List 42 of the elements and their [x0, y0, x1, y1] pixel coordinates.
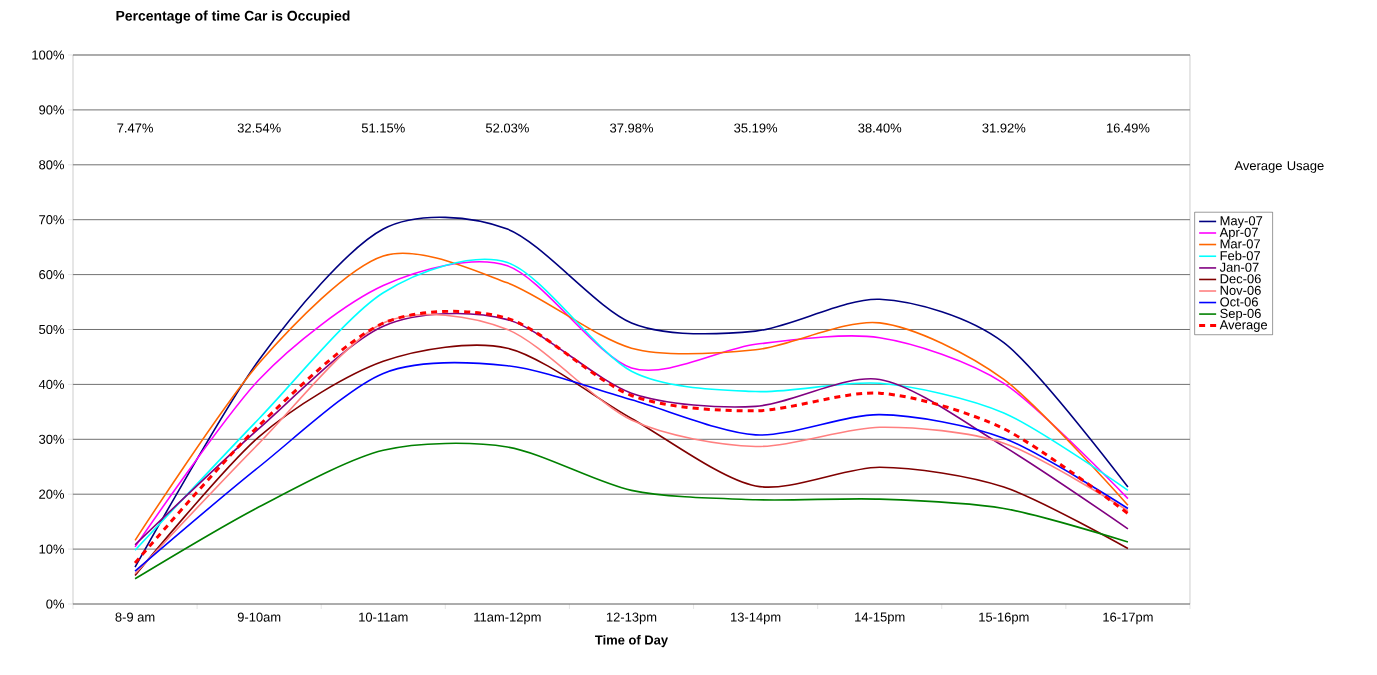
x-tick-label: 10-11am [359, 612, 408, 622]
annotation: 37.98% [610, 123, 653, 133]
legend-label: Nov-06 [1220, 285, 1261, 295]
x-tick-label: 14-15pm [855, 612, 905, 625]
x-tick-label: 12-13pm [606, 612, 657, 625]
legend-label: Apr-07 [1219, 227, 1258, 240]
annotation: 35.19% [734, 123, 778, 133]
annotation: 7.47% [117, 123, 153, 133]
legend-label: Mar-07 [1220, 239, 1260, 249]
x-tick-label: 8-9 am [115, 612, 155, 622]
y-tick-label: 60% [39, 270, 65, 280]
legend-label: Average [1219, 320, 1268, 332]
legend-label: Jan-07 [1219, 262, 1259, 272]
y-tick-label: 30% [39, 434, 65, 444]
x-tick-label: 16-17pm [1103, 612, 1153, 625]
annotation: 51.15% [361, 123, 405, 133]
y-tick-label: 10% [39, 544, 65, 554]
y-tick-label: 80% [39, 160, 65, 170]
chart-title: Percentage of time Car is Occupied [116, 10, 350, 24]
y-tick-label: 20% [39, 489, 65, 499]
x-axis-title: Time of Day [595, 635, 668, 648]
legend-title: Average Usage [1234, 161, 1324, 173]
y-tick-label: 90% [39, 105, 65, 115]
y-tick-label: 70% [39, 215, 65, 225]
legend-label: Sep-06 [1220, 308, 1261, 321]
annotation: 38.40% [858, 123, 902, 133]
legend-label: May-07 [1220, 216, 1263, 228]
y-tick-label: 100% [32, 50, 65, 60]
annotation: 31.92% [982, 123, 1026, 133]
legend-label: Feb-07 [1220, 250, 1260, 261]
x-tick-label: 9-10am [237, 612, 281, 622]
y-tick-label: 0% [46, 599, 65, 609]
legend-label: Oct-06 [1220, 297, 1258, 307]
y-tick-label: 50% [39, 324, 65, 335]
annotation: 32.54% [237, 123, 281, 133]
x-tick-label: 15-16pm [979, 612, 1029, 625]
annotation: 52.03% [485, 123, 529, 133]
legend-label: Dec-06 [1220, 274, 1261, 284]
x-tick-label: 11am-12pm [474, 612, 541, 625]
x-tick-label: 13-14pm [731, 612, 781, 625]
y-tick-label: 40% [38, 379, 65, 389]
annotation: 16.49% [1106, 123, 1150, 133]
